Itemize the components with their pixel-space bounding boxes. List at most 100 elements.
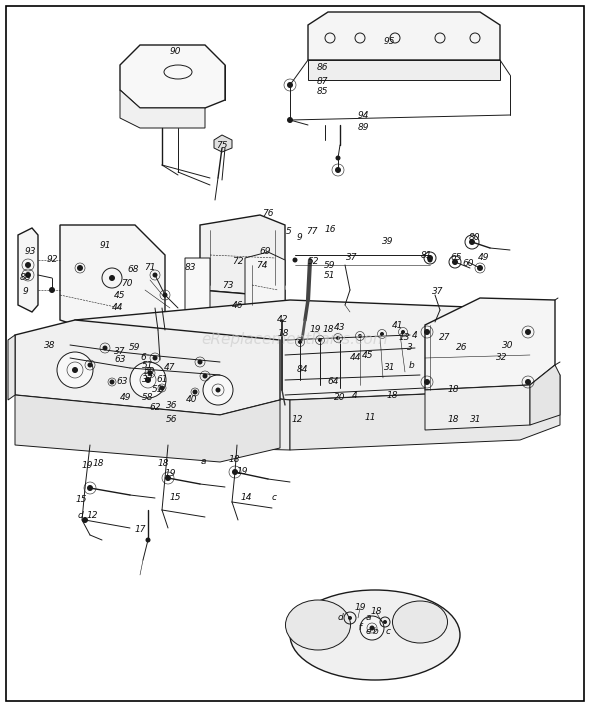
Circle shape [146, 537, 150, 542]
Text: 76: 76 [262, 209, 274, 218]
Text: 68: 68 [127, 266, 139, 274]
Polygon shape [15, 395, 280, 462]
Text: 92: 92 [46, 255, 58, 264]
Text: 18: 18 [158, 460, 169, 469]
Text: 59: 59 [144, 368, 156, 377]
Text: 73: 73 [222, 281, 234, 289]
Text: b: b [409, 361, 415, 370]
Circle shape [198, 359, 202, 365]
Text: 46: 46 [232, 300, 244, 310]
Text: 91: 91 [99, 240, 111, 250]
Polygon shape [75, 380, 290, 450]
Text: 84: 84 [296, 366, 308, 375]
Text: 44: 44 [350, 354, 362, 363]
Circle shape [525, 329, 531, 335]
Text: 86: 86 [316, 64, 328, 73]
Text: 65: 65 [450, 254, 462, 262]
Text: 49: 49 [478, 254, 490, 262]
Text: 16: 16 [324, 226, 336, 235]
Ellipse shape [286, 600, 350, 650]
Circle shape [293, 257, 297, 262]
Text: 19: 19 [354, 604, 366, 612]
Text: 77: 77 [306, 228, 318, 237]
Circle shape [25, 262, 31, 268]
Text: 37: 37 [142, 375, 154, 385]
Text: 42: 42 [277, 315, 289, 325]
Text: 31: 31 [470, 416, 482, 424]
Polygon shape [120, 90, 205, 128]
Text: 47: 47 [164, 363, 176, 373]
Text: 81: 81 [420, 250, 432, 259]
Text: eReplacementParts.com: eReplacementParts.com [202, 332, 388, 347]
Text: 74: 74 [256, 260, 268, 269]
Circle shape [452, 259, 458, 265]
Circle shape [427, 255, 433, 261]
Circle shape [428, 257, 432, 262]
Circle shape [360, 616, 384, 640]
Text: 72: 72 [232, 257, 244, 266]
Text: 18: 18 [322, 325, 334, 334]
Polygon shape [60, 225, 165, 335]
Circle shape [202, 373, 208, 378]
Text: 18: 18 [277, 329, 289, 337]
Text: 37: 37 [346, 254, 358, 262]
Text: c: c [271, 493, 277, 501]
Text: 45: 45 [362, 351, 373, 359]
Polygon shape [308, 60, 500, 80]
Text: 9: 9 [22, 288, 28, 296]
Circle shape [192, 390, 198, 395]
Circle shape [152, 272, 158, 278]
Polygon shape [214, 135, 232, 152]
Text: 60: 60 [462, 259, 474, 267]
Text: 15: 15 [169, 493, 181, 503]
Circle shape [130, 362, 166, 398]
Text: 63: 63 [114, 356, 126, 365]
Text: 17: 17 [135, 525, 146, 534]
Text: 93: 93 [24, 247, 36, 257]
Circle shape [72, 367, 78, 373]
Text: 61: 61 [156, 375, 168, 385]
Circle shape [215, 387, 221, 392]
Circle shape [103, 346, 107, 351]
Text: 63: 63 [116, 378, 128, 387]
Text: 12: 12 [86, 511, 98, 520]
Circle shape [162, 293, 168, 298]
Polygon shape [75, 300, 545, 400]
Text: 18: 18 [228, 455, 240, 464]
Text: 37: 37 [432, 288, 444, 296]
Text: 38: 38 [44, 341, 55, 349]
Circle shape [336, 336, 340, 340]
Text: 26: 26 [456, 344, 468, 353]
Ellipse shape [290, 590, 460, 680]
Text: d: d [337, 612, 343, 621]
Polygon shape [425, 298, 555, 390]
Circle shape [165, 475, 171, 481]
Circle shape [298, 340, 302, 344]
Circle shape [525, 379, 531, 385]
Text: f: f [359, 624, 362, 633]
Ellipse shape [392, 601, 447, 643]
Text: b: b [373, 628, 379, 636]
Text: 6: 6 [140, 354, 146, 363]
Circle shape [82, 517, 88, 523]
Polygon shape [425, 385, 530, 430]
Circle shape [401, 330, 405, 334]
Circle shape [25, 272, 31, 278]
Text: 59: 59 [324, 260, 336, 269]
Text: 40: 40 [186, 395, 198, 404]
Text: 20: 20 [335, 394, 346, 402]
Text: 94: 94 [358, 110, 369, 119]
Polygon shape [200, 215, 285, 295]
Text: 4: 4 [352, 390, 358, 399]
Circle shape [469, 239, 475, 245]
Text: 5: 5 [286, 228, 292, 237]
Polygon shape [290, 365, 560, 450]
Text: 71: 71 [144, 264, 156, 272]
Text: 83: 83 [184, 264, 196, 272]
Circle shape [110, 380, 114, 385]
Polygon shape [245, 252, 285, 318]
Text: 9: 9 [296, 233, 302, 243]
Text: 4: 4 [412, 330, 418, 339]
Polygon shape [185, 258, 210, 320]
Text: e: e [365, 628, 371, 636]
